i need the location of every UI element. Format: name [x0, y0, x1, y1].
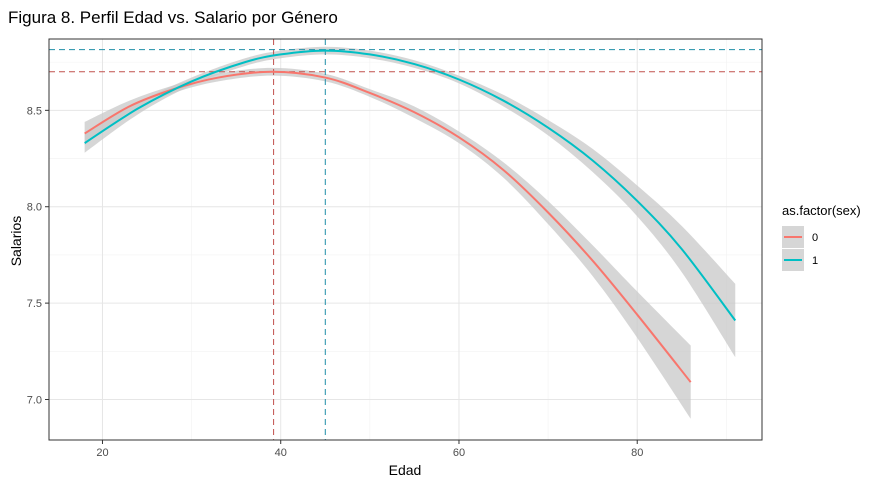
x-tick-label: 40: [275, 447, 287, 459]
y-axis-ticks: 7.0 7.5 8.0 8.5: [27, 105, 49, 407]
y-tick-label: 7.0: [27, 395, 42, 407]
legend: as.factor(sex) 01: [782, 203, 861, 271]
y-tick-label: 8.0: [27, 202, 42, 214]
plot-border: [48, 38, 763, 441]
y-tick-label: 7.5: [27, 298, 42, 310]
confidence-ribbons: [84, 46, 736, 419]
y-axis-title: Salarios: [8, 216, 24, 267]
x-tick-label: 60: [453, 447, 465, 459]
chart-title: Figura 8. Perfil Edad vs. Salario por Gé…: [8, 8, 338, 27]
x-axis-title: Edad: [389, 462, 422, 478]
x-axis-ticks: 20 40 60 80: [96, 440, 643, 459]
x-tick-label: 80: [631, 447, 643, 459]
legend-label-1: 1: [812, 255, 818, 267]
legend-title: as.factor(sex): [782, 203, 861, 218]
legend-label-0: 0: [812, 232, 818, 244]
line-series-1: [84, 49, 737, 322]
legend-keys: 01: [782, 226, 818, 271]
x-tick-label: 20: [96, 447, 108, 459]
series-lines: [84, 49, 737, 383]
grid-lines: [49, 39, 762, 440]
reference-lines: [49, 39, 762, 440]
y-tick-label: 8.5: [27, 105, 42, 117]
